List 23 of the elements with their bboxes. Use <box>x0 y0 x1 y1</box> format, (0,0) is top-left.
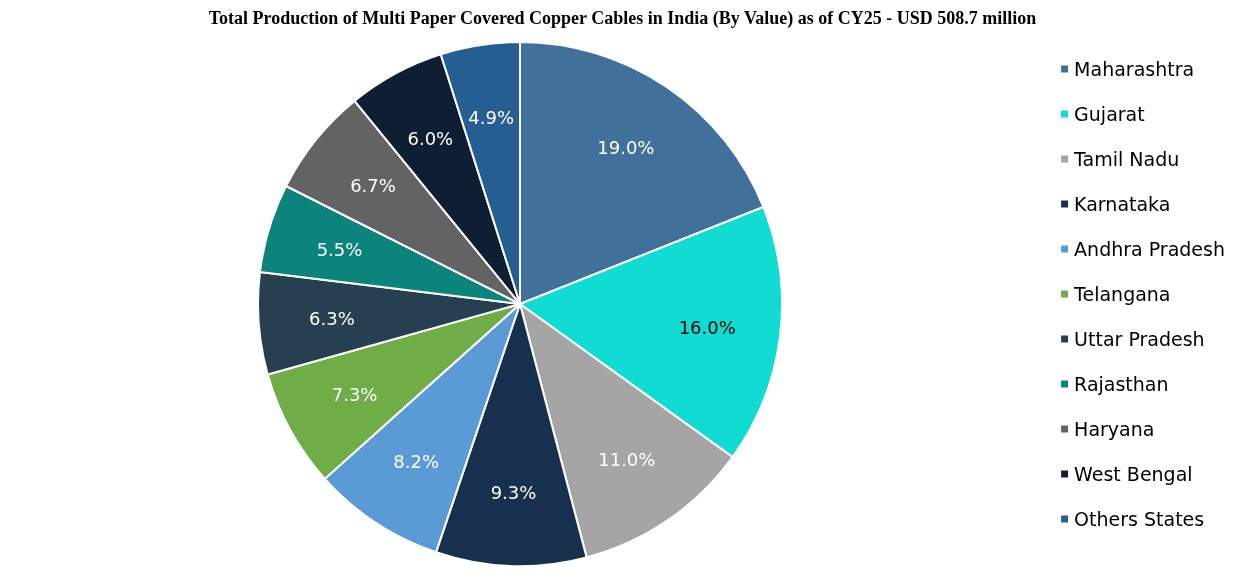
legend-label: Tamil Nadu <box>1073 148 1180 170</box>
legend-label: Telangana <box>1073 283 1171 305</box>
legend-label: Haryana <box>1074 418 1155 440</box>
data-label: 6.7% <box>350 175 396 197</box>
legend-label: Rajasthan <box>1074 373 1169 395</box>
data-label: 19.0% <box>597 137 655 159</box>
legend-label: Gujarat <box>1074 103 1145 125</box>
legend-label: Andhra Pradesh <box>1074 238 1225 260</box>
legend-label: Maharashtra <box>1074 58 1195 80</box>
data-label: 11.0% <box>598 448 656 470</box>
chart-title: Total Production of Multi Paper Covered Copper Cables in India (By Value) as of CY25 - USD 508.7 million <box>208 8 1037 29</box>
data-label: 6.3% <box>309 307 355 329</box>
data-label: 7.3% <box>331 384 378 406</box>
data-label: 9.3% <box>490 482 537 504</box>
legend-label: West Bengal <box>1074 463 1193 485</box>
legend-label: Karnataka <box>1074 193 1171 215</box>
data-label: 8.2% <box>393 450 439 472</box>
data-label: 6.0% <box>407 127 454 149</box>
data-label: 4.9% <box>468 107 514 129</box>
legend-label: Uttar Pradesh <box>1074 328 1205 350</box>
data-label: 5.5% <box>316 238 363 260</box>
data-label: 16.0% <box>678 316 736 338</box>
legend-label: Others States <box>1074 508 1205 530</box>
